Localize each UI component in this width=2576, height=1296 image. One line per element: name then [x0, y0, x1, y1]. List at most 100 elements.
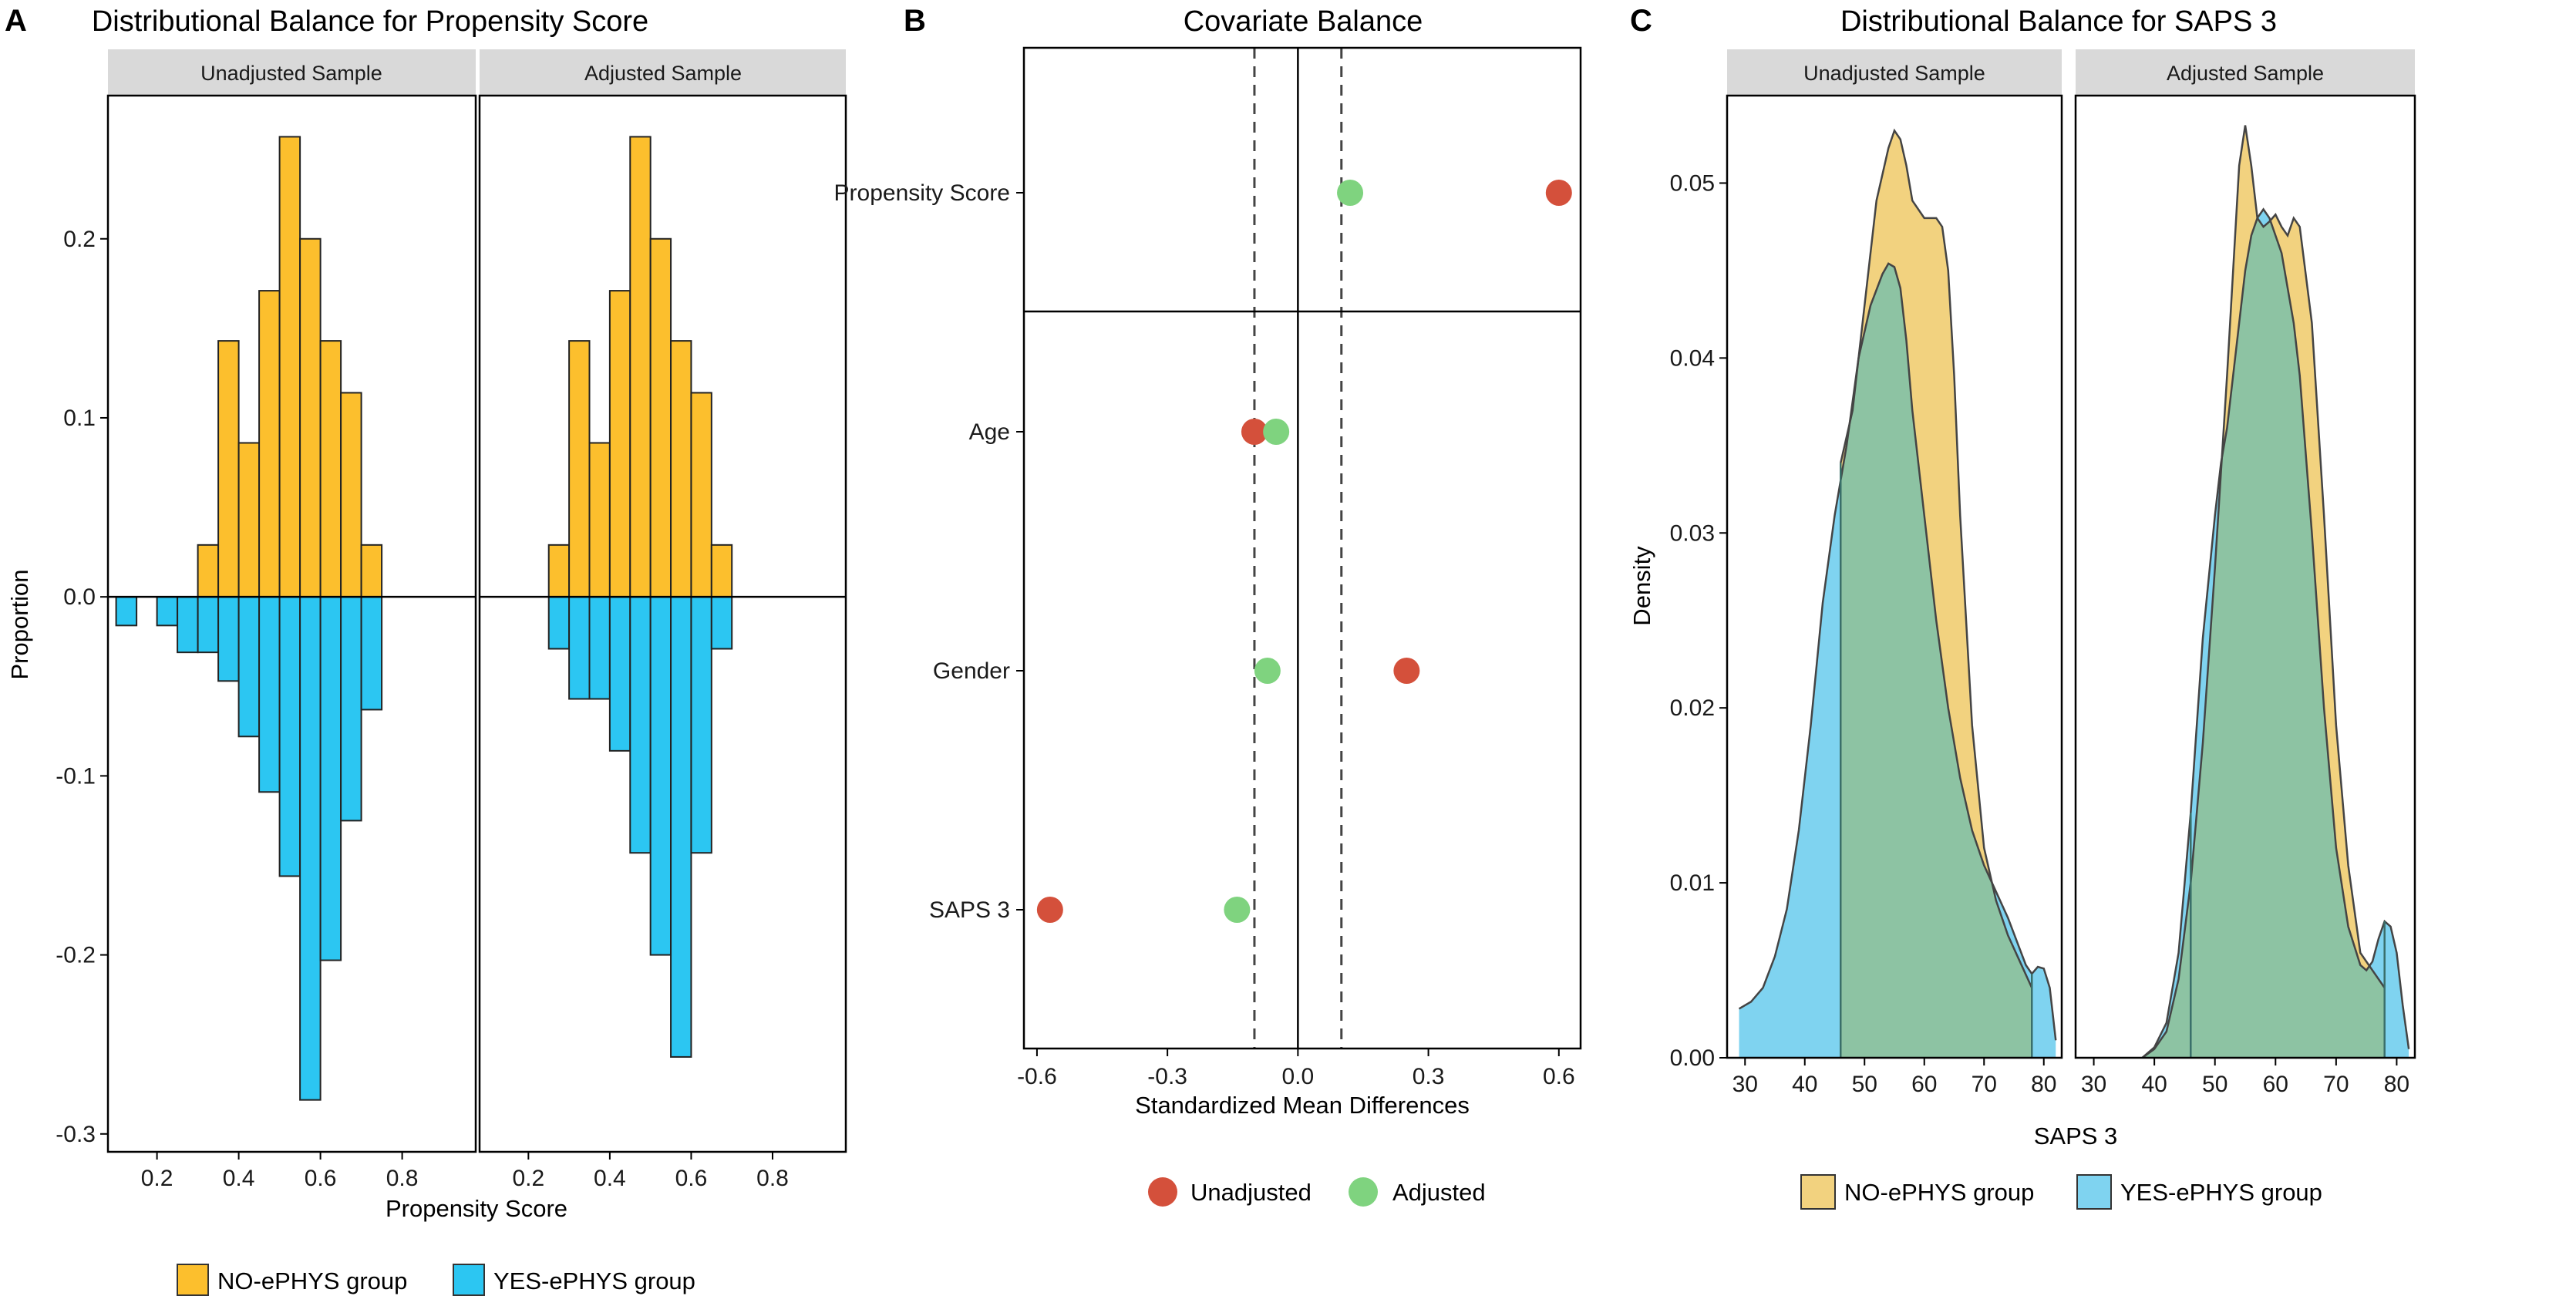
point-adjusted	[1224, 897, 1251, 923]
strip-background	[2076, 49, 2415, 96]
point-unadjusted	[1036, 897, 1063, 923]
facet-adjusted-density	[2076, 125, 2415, 1059]
bar-no-ephys	[568, 340, 591, 598]
panel-c-label: C	[1630, 4, 1652, 38]
x-tick-label: 40	[2141, 1072, 2167, 1097]
legend-key-unadjusted	[1148, 1177, 1177, 1207]
x-axis-label: SAPS 3	[2034, 1123, 2118, 1150]
bar-yes-ephys	[608, 596, 631, 752]
legend: Unadjusted Adjusted	[1148, 1177, 1486, 1207]
bar-no-ephys	[360, 544, 383, 598]
bar-no-ephys	[670, 340, 692, 598]
bar-yes-ephys	[547, 596, 571, 650]
bar-yes-ephys	[197, 596, 220, 654]
facet-border	[1726, 94, 2063, 1059]
panel-c: C Distributional Balance for SAPS 3 Unad…	[1628, 4, 2416, 1210]
panel-a: A Distributional Balance for Propensity …	[5, 4, 847, 1296]
point-unadjusted	[1241, 419, 1268, 445]
bar-no-ephys	[649, 237, 672, 598]
y-tick-label: 0.01	[1670, 870, 1715, 896]
bar-no-ephys	[237, 442, 261, 598]
x-tick-label: 0.6	[305, 1166, 337, 1191]
facet-border	[2074, 94, 2416, 1059]
x-axis-ticks: -0.6 -0.3 0.0 0.3 0.6	[1017, 1049, 1575, 1089]
bar-yes-ephys	[299, 596, 322, 1101]
x-tick-label: 0.3	[1413, 1064, 1445, 1089]
bar-yes-ephys	[115, 596, 138, 627]
y-axis-ticks: -0.3 -0.2 -0.1 0.0 0.1 0.2	[56, 227, 108, 1147]
legend-label: Unadjusted	[1190, 1179, 1312, 1206]
x-tick-label: 30	[2081, 1072, 2106, 1097]
bar-yes-ephys	[319, 596, 342, 961]
bar-no-ephys	[299, 237, 322, 598]
legend-label: NO-ePHYS group	[1844, 1179, 2034, 1206]
legend: NO-ePHYS group YES-ePHYS group	[177, 1264, 695, 1296]
panel-b-title: Covariate Balance	[1184, 5, 1423, 38]
x-tick-label: 80	[2384, 1072, 2409, 1097]
strip-background	[480, 49, 846, 96]
bar-yes-ephys	[670, 596, 692, 1058]
y-axis-label: Proportion	[6, 569, 33, 679]
y-tick-label: 0.1	[63, 406, 96, 431]
x-tick-label: 50	[1852, 1072, 1877, 1097]
bar-no-ephys	[340, 392, 362, 598]
bar-yes-ephys	[568, 596, 591, 700]
x-tick-label: 0.2	[141, 1166, 173, 1191]
x-tick-label: 60	[1911, 1072, 1937, 1097]
y-tick-label: -0.1	[56, 763, 96, 789]
bar-no-ephys	[278, 136, 301, 598]
x-tick-label: 0.4	[223, 1166, 255, 1191]
y-axis-label: Density	[1628, 546, 1655, 626]
panel-c-title: Distributional Balance for SAPS 3	[1840, 5, 2277, 38]
plot-border	[1022, 46, 1582, 1050]
density-overlap-area	[2142, 209, 2385, 1058]
x-tick-label: 80	[2031, 1072, 2056, 1097]
bar-no-ephys	[690, 392, 712, 598]
bar-yes-ephys	[340, 596, 362, 822]
bar-yes-ephys	[177, 596, 199, 654]
legend-key-yes-ephys	[2076, 1174, 2112, 1210]
x-tick-label: 70	[2323, 1072, 2349, 1097]
balance-points	[1036, 180, 1572, 923]
facet-adjusted-bars	[547, 136, 733, 1058]
legend-key-adjusted	[1349, 1177, 1378, 1207]
bar-no-ephys	[258, 290, 281, 598]
legend-label: Adjusted	[1392, 1179, 1486, 1206]
x-tick-label: 0.6	[675, 1166, 708, 1191]
y-tick-label: -0.2	[56, 943, 96, 968]
panel-a-title: Distributional Balance for Propensity Sc…	[92, 5, 648, 38]
x-tick-label: 50	[2202, 1072, 2227, 1097]
legend-key-no-ephys	[177, 1264, 209, 1296]
x-axis-label: Propensity Score	[386, 1195, 567, 1222]
x-tick-label: 0.8	[756, 1166, 789, 1191]
y-tick-label: 0.0	[63, 584, 96, 610]
point-adjusted	[1254, 658, 1281, 684]
bar-no-ephys	[319, 340, 342, 598]
facet-strip-label: Unadjusted Sample	[1803, 62, 1985, 85]
facet-strip-label: Adjusted Sample	[2167, 62, 2324, 85]
bar-yes-ephys	[360, 596, 383, 711]
facet-border	[106, 94, 477, 1153]
reference-lines	[1253, 48, 1343, 1049]
bar-yes-ephys	[588, 596, 611, 700]
x-tick-label: 0.2	[512, 1166, 544, 1191]
facet-unadjusted-density	[1727, 128, 2062, 1059]
bar-yes-ephys	[217, 596, 240, 682]
bar-no-ephys	[710, 544, 733, 598]
covariate-label: Age	[969, 419, 1010, 445]
bar-no-ephys	[588, 442, 611, 598]
legend: NO-ePHYS group YES-ePHYS group	[1800, 1174, 2322, 1210]
x-axis-label: Standardized Mean Differences	[1135, 1092, 1470, 1119]
x-axis-ticks: 0.2 0.4 0.6 0.8 0.2 0.4 0.6 0.8	[141, 1152, 789, 1191]
point-adjusted	[1263, 419, 1290, 445]
legend-key-yes-ephys	[453, 1264, 485, 1296]
x-tick-label: 0.8	[386, 1166, 419, 1191]
bar-yes-ephys	[690, 596, 712, 854]
bar-yes-ephys	[629, 596, 652, 854]
y-tick-label: 0.03	[1670, 520, 1715, 546]
y-axis-ticks: 0.00 0.01 0.02 0.03 0.04 0.05	[1670, 170, 1727, 1071]
bar-yes-ephys	[710, 596, 733, 650]
x-tick-label: -0.3	[1147, 1064, 1187, 1089]
